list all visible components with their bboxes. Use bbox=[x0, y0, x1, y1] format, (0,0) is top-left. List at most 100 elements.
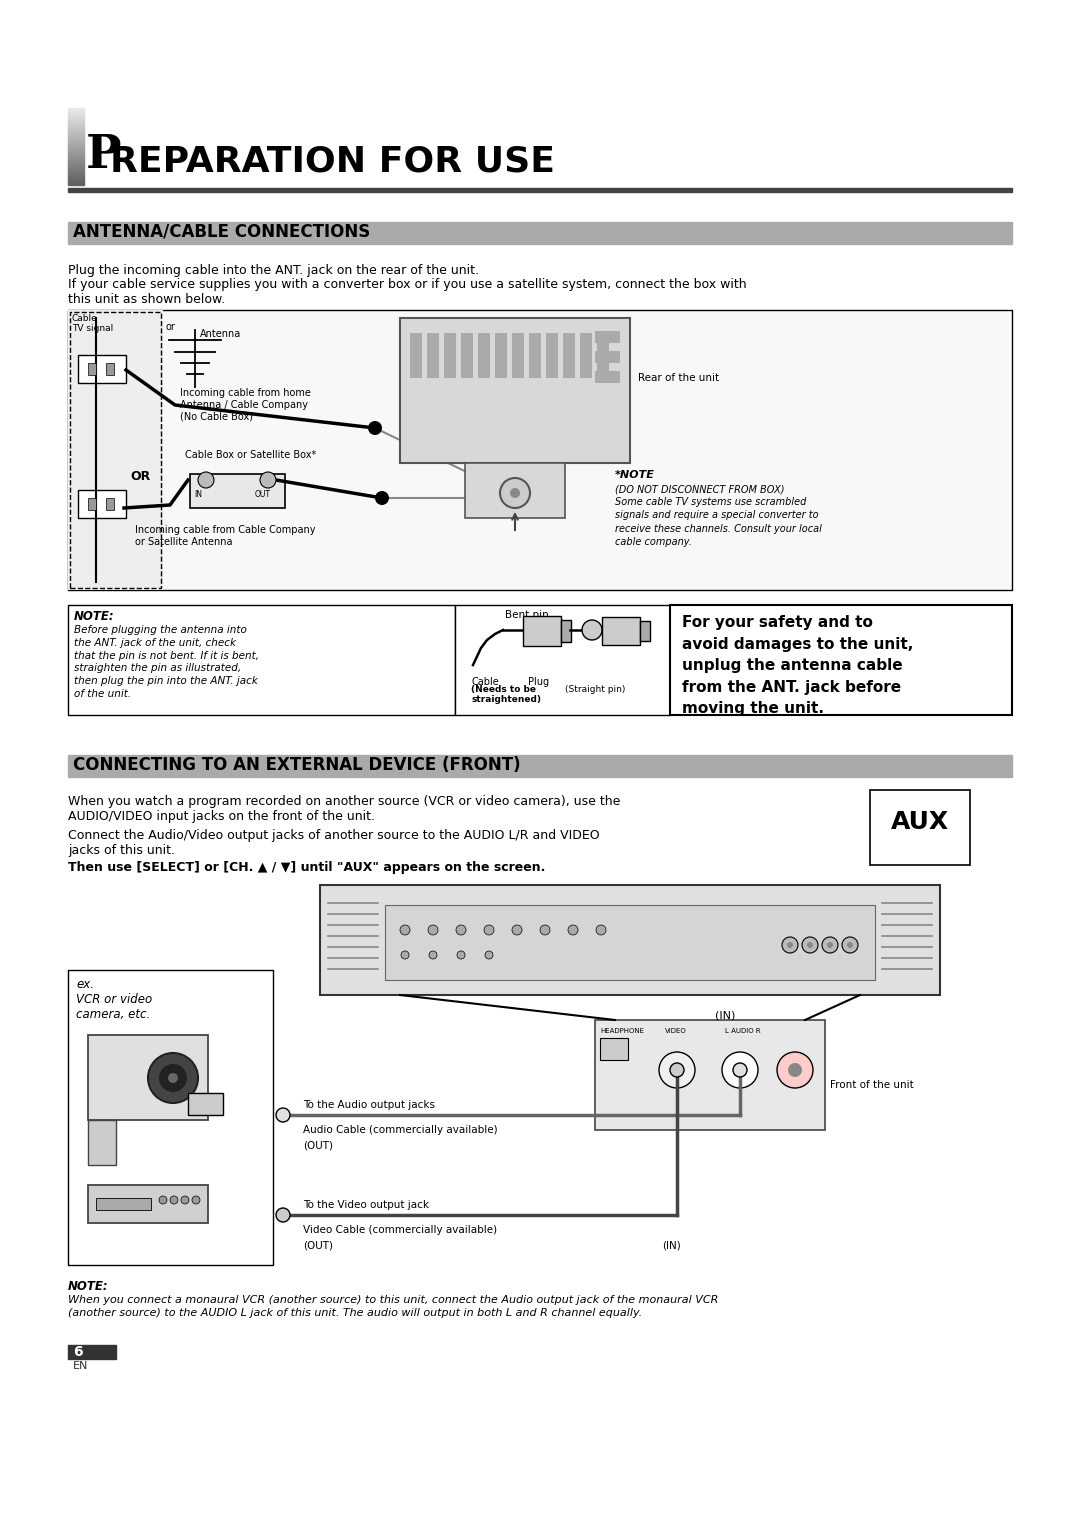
Bar bbox=[595, 351, 620, 364]
Text: Cable
TV signal: Cable TV signal bbox=[72, 313, 113, 333]
Bar bbox=[670, 605, 1012, 715]
Text: Rear of the unit: Rear of the unit bbox=[638, 373, 719, 384]
Bar bbox=[106, 364, 114, 374]
Circle shape bbox=[276, 1108, 291, 1122]
Bar bbox=[68, 605, 455, 715]
Circle shape bbox=[484, 924, 494, 935]
Bar bbox=[68, 310, 1012, 590]
Circle shape bbox=[787, 941, 793, 947]
Circle shape bbox=[596, 924, 606, 935]
Circle shape bbox=[159, 1196, 167, 1204]
Bar bbox=[602, 617, 640, 645]
Bar bbox=[455, 605, 670, 715]
Text: L AUDIO R: L AUDIO R bbox=[725, 1028, 760, 1034]
Circle shape bbox=[723, 1051, 758, 1088]
Circle shape bbox=[802, 937, 818, 953]
Text: VIDEO: VIDEO bbox=[665, 1028, 687, 1034]
Bar bbox=[96, 1198, 151, 1210]
Bar bbox=[106, 498, 114, 510]
Circle shape bbox=[510, 487, 519, 498]
Bar bbox=[444, 333, 456, 377]
Circle shape bbox=[260, 472, 276, 487]
Text: Cable: Cable bbox=[471, 677, 499, 688]
Text: or: or bbox=[165, 322, 175, 332]
Bar bbox=[78, 490, 126, 518]
Bar bbox=[461, 333, 473, 377]
Circle shape bbox=[659, 1051, 696, 1088]
Text: (IN): (IN) bbox=[662, 1241, 680, 1250]
Bar bbox=[529, 333, 541, 377]
Bar bbox=[410, 333, 422, 377]
Bar bbox=[640, 620, 650, 642]
Bar bbox=[78, 354, 126, 384]
Bar bbox=[87, 1034, 208, 1120]
Text: (OUT): (OUT) bbox=[303, 1241, 333, 1250]
Text: Audio Cable (commercially available): Audio Cable (commercially available) bbox=[303, 1125, 498, 1135]
Text: When you connect a monaural VCR (another source) to this unit, connect the Audio: When you connect a monaural VCR (another… bbox=[68, 1296, 718, 1319]
Text: Connect the Audio/Video output jacks of another source to the AUDIO L/R and VIDE: Connect the Audio/Video output jacks of … bbox=[68, 830, 599, 857]
Text: (Needs to be
straightened): (Needs to be straightened) bbox=[471, 685, 541, 704]
Bar bbox=[546, 333, 558, 377]
Text: Bent pin: Bent pin bbox=[505, 610, 549, 620]
Circle shape bbox=[733, 1063, 747, 1077]
Circle shape bbox=[847, 941, 853, 947]
Circle shape bbox=[198, 472, 214, 487]
Text: (DO NOT DISCONNECT FROM BOX)
Some cable TV systems use scrambled
signals and req: (DO NOT DISCONNECT FROM BOX) Some cable … bbox=[615, 484, 822, 547]
Circle shape bbox=[168, 1073, 178, 1083]
Circle shape bbox=[276, 1209, 291, 1222]
Text: Antenna: Antenna bbox=[200, 329, 241, 339]
Circle shape bbox=[192, 1196, 200, 1204]
Circle shape bbox=[568, 924, 578, 935]
Circle shape bbox=[670, 1063, 684, 1077]
Text: Video Cable (commercially available): Video Cable (commercially available) bbox=[303, 1225, 497, 1235]
Bar bbox=[523, 616, 561, 646]
Text: REPARATION FOR USE: REPARATION FOR USE bbox=[110, 144, 555, 177]
Text: Plug the incoming cable into the ANT. jack on the rear of the unit.: Plug the incoming cable into the ANT. ja… bbox=[68, 264, 480, 277]
Bar bbox=[595, 332, 620, 342]
Bar bbox=[400, 318, 630, 463]
Bar bbox=[600, 1038, 627, 1060]
Circle shape bbox=[500, 478, 530, 507]
Circle shape bbox=[456, 924, 465, 935]
Text: If your cable service supplies you with a converter box or if you use a satellit: If your cable service supplies you with … bbox=[68, 278, 746, 306]
Bar bbox=[427, 333, 438, 377]
Bar bbox=[70, 312, 161, 588]
Bar bbox=[68, 1345, 116, 1358]
Circle shape bbox=[159, 1063, 187, 1093]
Circle shape bbox=[400, 924, 410, 935]
Text: Before plugging the antenna into
the ANT. jack of the unit, check
that the pin i: Before plugging the antenna into the ANT… bbox=[75, 625, 259, 698]
Bar bbox=[870, 790, 970, 865]
Circle shape bbox=[512, 924, 522, 935]
Text: (Straight pin): (Straight pin) bbox=[565, 685, 625, 694]
Bar bbox=[68, 310, 163, 590]
Text: P: P bbox=[86, 131, 121, 177]
Text: IN: IN bbox=[194, 490, 202, 500]
Text: (OUT): (OUT) bbox=[303, 1140, 333, 1151]
Circle shape bbox=[429, 950, 437, 960]
Text: (IN): (IN) bbox=[715, 1010, 735, 1021]
Circle shape bbox=[842, 937, 858, 953]
Text: To the Audio output jacks: To the Audio output jacks bbox=[303, 1100, 435, 1109]
Text: 6: 6 bbox=[73, 1345, 83, 1358]
Text: OR: OR bbox=[130, 471, 150, 483]
Bar bbox=[68, 222, 1012, 244]
Text: OUT: OUT bbox=[255, 490, 271, 500]
Text: ANTENNA/CABLE CONNECTIONS: ANTENNA/CABLE CONNECTIONS bbox=[73, 223, 370, 241]
Circle shape bbox=[148, 1053, 198, 1103]
Text: Front of the unit: Front of the unit bbox=[831, 1080, 914, 1089]
Circle shape bbox=[582, 620, 602, 640]
Bar bbox=[87, 1186, 208, 1222]
Text: Then use [SELECT] or [CH. ▲ / ▼] until "AUX" appears on the screen.: Then use [SELECT] or [CH. ▲ / ▼] until "… bbox=[68, 860, 545, 874]
Circle shape bbox=[822, 937, 838, 953]
Circle shape bbox=[428, 924, 438, 935]
Bar bbox=[87, 364, 96, 374]
Circle shape bbox=[375, 490, 389, 504]
Circle shape bbox=[368, 422, 382, 435]
Bar bbox=[87, 498, 96, 510]
Text: Incoming cable from home
Antenna / Cable Company
(No Cable Box): Incoming cable from home Antenna / Cable… bbox=[180, 388, 311, 422]
Text: Plug: Plug bbox=[528, 677, 549, 688]
Text: NOTE:: NOTE: bbox=[68, 1280, 109, 1293]
Bar bbox=[495, 333, 507, 377]
Circle shape bbox=[181, 1196, 189, 1204]
Circle shape bbox=[457, 950, 465, 960]
